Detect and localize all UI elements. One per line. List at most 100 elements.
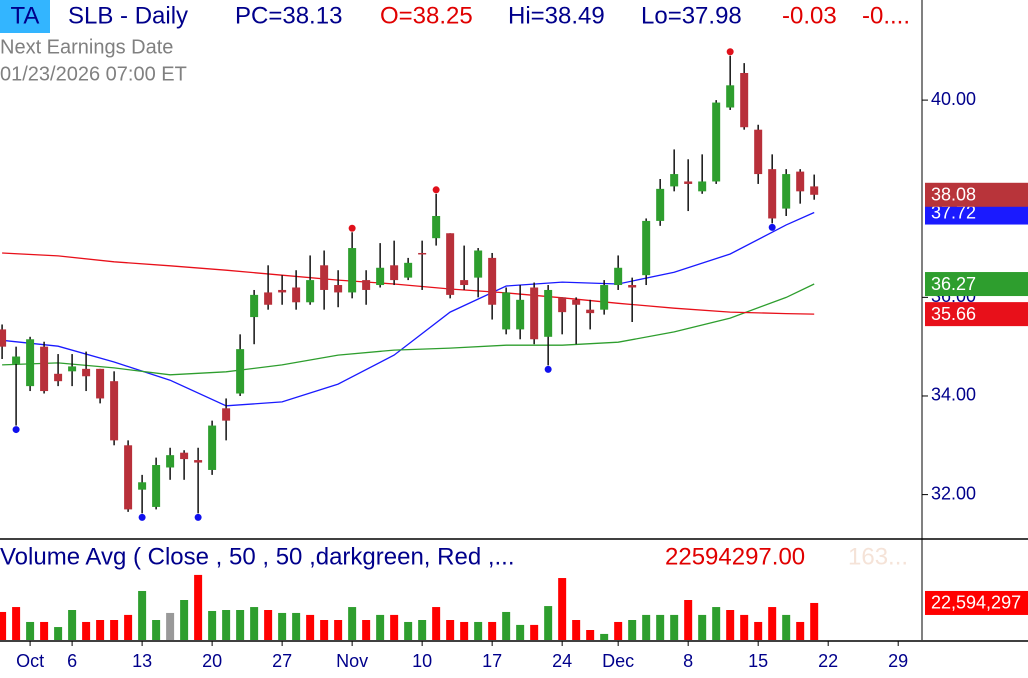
candle-body — [180, 452, 189, 460]
volume-bar — [488, 621, 497, 640]
candle-body — [558, 297, 567, 313]
candle-body — [544, 289, 553, 337]
candle-body — [54, 373, 63, 382]
candle-body — [768, 169, 777, 219]
x-tick-label: 27 — [272, 651, 292, 671]
volume-bar — [768, 607, 777, 640]
open-price: O=38.25 — [380, 2, 473, 29]
high-price: Hi=38.49 — [508, 2, 605, 29]
candle-body — [530, 287, 539, 340]
candle-body — [432, 215, 441, 239]
candle-body — [712, 102, 721, 182]
average-price-tag-bg — [925, 302, 1028, 327]
earnings-title: Next Earnings Date — [0, 36, 173, 58]
logo: TA — [11, 2, 40, 29]
x-tick-label: 6 — [67, 651, 77, 671]
volume-bar — [656, 614, 665, 640]
volume-bar — [740, 614, 749, 640]
volume-bar — [446, 620, 455, 640]
volume-bar — [376, 614, 385, 640]
x-tick-label: 8 — [683, 651, 693, 671]
x-tick-label: 22 — [818, 651, 838, 671]
candle-body — [404, 262, 413, 278]
pivot-high-marker — [726, 48, 734, 56]
volume-bar — [810, 602, 819, 640]
candle-body — [334, 285, 343, 293]
last-close-tag-bg — [925, 182, 1028, 207]
volume-bar — [54, 627, 63, 640]
candle-body — [110, 381, 119, 441]
volume-bar — [670, 614, 679, 640]
candle-body — [166, 455, 175, 468]
x-tick-label: 13 — [132, 651, 152, 671]
volume-bar — [572, 620, 581, 640]
volume-bar — [558, 578, 567, 640]
candle-body — [208, 425, 217, 470]
candle-body — [684, 181, 693, 184]
prev-close: PC=38.13 — [235, 2, 342, 29]
candle-body — [12, 356, 21, 364]
volume-bar — [530, 624, 539, 640]
volume-bar — [138, 590, 147, 640]
volume-faded-value: 163... — [848, 543, 908, 570]
volume-bar — [208, 610, 217, 640]
average-price-tag: 36.27 — [931, 274, 976, 294]
volume-bar — [362, 620, 371, 640]
volume-bar — [12, 607, 21, 640]
candle-body — [726, 85, 735, 108]
volume-bar — [782, 614, 791, 640]
pivot-low-marker — [138, 513, 146, 521]
volume-bar — [390, 614, 399, 640]
candle-body — [68, 366, 77, 372]
candle-body — [614, 267, 623, 286]
volume-bar — [222, 610, 231, 640]
candle-body — [152, 465, 161, 507]
y-tick-label: 32.00 — [931, 483, 976, 503]
volume-bar — [250, 607, 259, 640]
x-tick-label: 20 — [202, 651, 222, 671]
x-tick-label: Oct — [16, 651, 44, 671]
average-price-tag: 35.66 — [931, 304, 976, 324]
volume-bar — [642, 614, 651, 640]
volume-bar — [0, 611, 7, 640]
volume-bar — [796, 621, 805, 640]
volume-bar — [698, 614, 707, 640]
candle-body — [250, 294, 259, 318]
volume-bar — [320, 620, 329, 640]
candle-body — [502, 292, 511, 330]
symbol: SLB - Daily — [68, 2, 188, 29]
candle-body — [40, 346, 49, 392]
candle-body — [670, 174, 679, 187]
volume-bar — [26, 621, 35, 640]
pivot-low-marker — [768, 223, 776, 231]
volume-bar — [82, 621, 91, 640]
candle-body — [26, 339, 35, 387]
candle-body — [628, 285, 637, 288]
volume-bar — [96, 620, 105, 640]
pivot-low-marker — [194, 513, 202, 521]
x-tick-label: 29 — [888, 651, 908, 671]
pivot-low-marker — [544, 365, 552, 373]
volume-bar — [726, 610, 735, 640]
last-close-tag: 38.08 — [931, 185, 976, 205]
candle-body — [740, 72, 749, 128]
volume-bar — [474, 621, 483, 640]
earnings-date: 01/23/2026 07:00 ET — [0, 63, 187, 85]
volume-bar — [306, 614, 315, 640]
volume-bar — [334, 620, 343, 640]
pivot-high-marker — [432, 186, 440, 194]
volume-bar — [404, 621, 413, 640]
candle-body — [362, 280, 371, 290]
x-tick-label: 15 — [748, 651, 768, 671]
volume-bar — [684, 600, 693, 640]
candle-body — [124, 445, 133, 510]
volume-bar — [586, 630, 595, 640]
average-price-tag-bg — [925, 272, 1028, 297]
volume-title: Volume Avg ( Close , 50 , 50 ,darkgreen,… — [0, 543, 515, 570]
candle-body — [698, 181, 707, 192]
volume-bar — [68, 610, 77, 640]
change: -0.03 — [782, 2, 837, 29]
candle-body — [474, 250, 483, 278]
volume-bar — [516, 624, 525, 640]
